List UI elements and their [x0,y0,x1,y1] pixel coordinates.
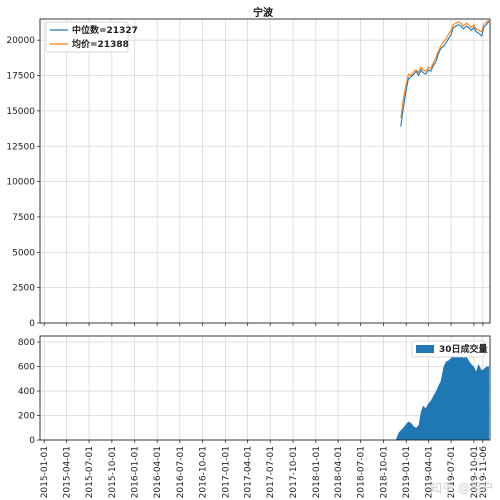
volume-axes: 0 200 400 600 800 2015-01-01 2015-04-01 2015-07… [18,335,491,499]
chart-title: 宁波 [253,6,274,19]
price-plot-area [40,19,490,323]
x-tick-label-17: 2019-04-01 [425,446,435,498]
price-legend: 中位数=21327 均价=21388 [45,21,138,53]
price-ytick-label-0: 0 [29,319,35,329]
volume-ytick-label-0: 0 [29,436,35,446]
x-tick-label-4: 2016-01-01 [131,446,141,498]
price-series-line-1 [400,20,490,119]
x-tick-label-6: 2016-07-01 [176,446,186,498]
volume-legend: 30日成交量 [411,340,488,358]
legend-volume-swatch [416,345,434,353]
x-tick-label-7: 2016-10-01 [199,446,209,498]
volume-ytick-label-3: 600 [18,363,35,373]
price-ytick-label-3: 7500 [12,213,35,223]
volume-area [395,351,489,440]
watermark: 知乎 @用户 [430,480,494,495]
x-tick-label-11: 2017-10-01 [289,446,299,498]
volume-ytick-label-2: 400 [18,387,35,397]
volume-ytick-label-1: 200 [18,412,35,422]
x-tick-label-13: 2018-04-01 [334,446,344,498]
price-ytick-label-4: 10000 [6,178,35,188]
x-tick-label-15: 2018-10-01 [379,446,389,498]
x-tick-label-14: 2018-07-01 [357,446,367,498]
x-tick-label-18: 2019-07-01 [447,446,457,498]
volume-axes-frame [39,335,491,441]
price-ytick-label-6: 15000 [6,107,35,117]
x-tick-label-16: 2019-01-01 [402,446,412,498]
x-tick-label-9: 2017-04-01 [244,446,254,498]
price-axes-frame [39,18,491,324]
x-tick-label-3: 2015-10-01 [108,446,118,498]
legend-volume-label: 30日成交量 [439,343,488,355]
price-ytick-label-1: 2500 [12,284,35,294]
x-tick-label-2: 2015-07-01 [85,446,95,498]
legend-average-label: 均价=21388 [72,38,129,50]
price-ytick-label-7: 17500 [6,72,35,82]
x-tick-label-19: 2019-10-01 [470,446,480,498]
price-ytick-label-8: 20000 [6,36,35,46]
price-ytick-label-2: 5000 [12,248,35,258]
price-axes: 0 2500 5000 7500 10000 12500 15000 17500 20000 [6,18,491,329]
price-series-line-0 [400,21,490,127]
legend-median-label: 中位数=21327 [72,24,138,36]
x-tick-label-0: 2015-01-01 [40,446,50,498]
x-tick-label-5: 2016-04-01 [153,446,163,498]
x-tick-label-20: 2019-11-06 [479,446,489,499]
price-ytick-label-5: 12500 [6,142,35,152]
x-tick-label-8: 2017-01-01 [221,446,231,498]
x-tick-label-1: 2015-04-01 [63,446,73,498]
volume-ytick-label-4: 800 [18,338,35,348]
x-tick-label-12: 2018-01-01 [312,446,322,498]
x-tick-label-10: 2017-07-01 [266,446,276,498]
